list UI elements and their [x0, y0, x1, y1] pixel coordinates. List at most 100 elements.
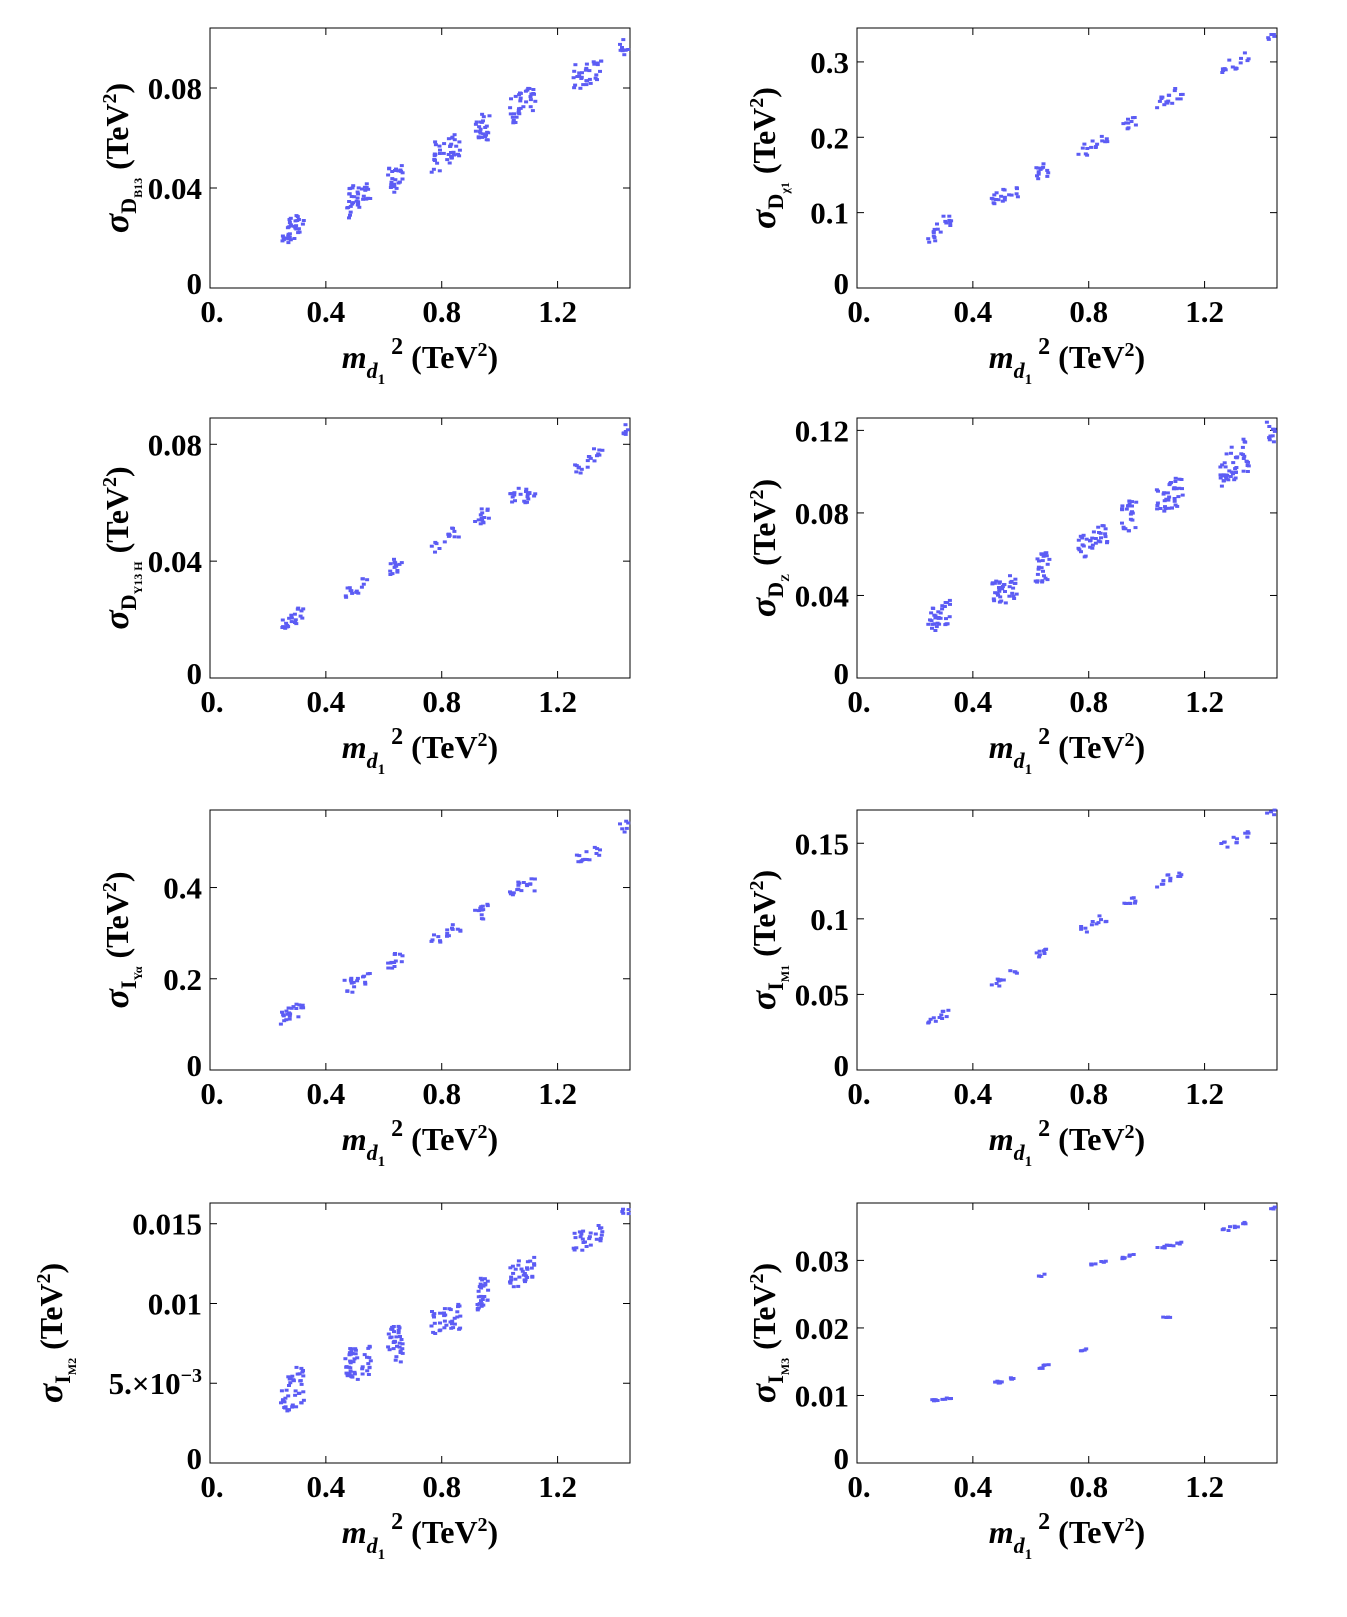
data-point — [1269, 810, 1273, 814]
data-point — [588, 81, 593, 85]
data-point — [452, 1316, 457, 1320]
data-point — [584, 62, 589, 66]
data-point — [1078, 1349, 1083, 1353]
data-point — [351, 1360, 356, 1364]
data-point — [625, 428, 630, 432]
data-point — [1161, 882, 1166, 886]
data-point — [598, 69, 602, 73]
data-point — [301, 1390, 306, 1394]
data-point — [1044, 551, 1049, 555]
data-point — [280, 1010, 284, 1014]
data-point — [1225, 845, 1230, 849]
data-point — [456, 1302, 461, 1306]
data-point — [1100, 139, 1105, 143]
data-point — [573, 63, 578, 67]
data-point — [1101, 1260, 1106, 1264]
data-point — [937, 1016, 942, 1019]
data-point — [349, 1350, 354, 1354]
data-point — [1221, 1227, 1226, 1231]
data-point — [445, 928, 450, 932]
data-point — [926, 237, 931, 241]
data-point — [587, 69, 592, 73]
data-point — [580, 1237, 585, 1241]
data-point — [1235, 837, 1239, 841]
y-tick-label: 0 — [187, 1441, 203, 1476]
data-point — [438, 939, 442, 943]
data-point — [360, 187, 364, 191]
data-point — [1224, 452, 1229, 456]
data-point — [455, 927, 460, 931]
data-point — [355, 1377, 360, 1381]
data-point — [947, 214, 952, 218]
data-point — [580, 1248, 585, 1252]
data-point — [1099, 536, 1103, 540]
data-point — [286, 234, 291, 238]
data-point — [431, 1313, 436, 1317]
data-point — [348, 1369, 353, 1373]
data-point — [1012, 597, 1017, 600]
data-point — [290, 1403, 295, 1407]
data-point — [347, 586, 352, 590]
data-point — [392, 185, 397, 189]
plot-frame — [209, 417, 631, 679]
data-point — [293, 226, 298, 230]
panel-sigma-d-z: 0. 0.4 0.8 1.2 0 0.04 0.08 0.12 md1 2 (TeV2) σDZ … — [667, 400, 1347, 804]
data-point — [600, 1230, 605, 1234]
y-tick-label: 0 — [834, 1441, 850, 1476]
y-axis-label: σIM1 (TeV2) — [743, 870, 792, 1010]
data-point — [481, 119, 485, 123]
data-point — [1172, 89, 1177, 93]
data-point — [1128, 512, 1133, 516]
data-point — [353, 1347, 358, 1351]
data-point — [1220, 71, 1225, 74]
data-point — [349, 1374, 354, 1378]
data-point — [291, 1005, 296, 1009]
plot-frame — [856, 1202, 1278, 1464]
data-point — [588, 1243, 593, 1247]
data-point — [368, 197, 373, 200]
data-point — [626, 1208, 631, 1212]
data-point — [579, 1232, 584, 1236]
data-point — [508, 892, 513, 896]
data-point — [393, 169, 397, 172]
data-point — [289, 616, 294, 620]
data-point — [390, 170, 395, 173]
data-point — [1041, 162, 1046, 166]
data-point — [367, 1365, 372, 1369]
data-point — [1130, 500, 1134, 504]
data-point — [478, 522, 483, 526]
data-point — [392, 557, 396, 561]
data-point — [1235, 1225, 1240, 1229]
data-point — [528, 1259, 533, 1263]
data-point — [620, 46, 624, 49]
data-point — [510, 500, 515, 504]
data-point — [1046, 1363, 1051, 1367]
data-point — [485, 904, 490, 908]
data-point — [1272, 813, 1277, 817]
data-point — [448, 144, 453, 148]
data-point — [587, 1237, 592, 1241]
y-tick-label: 0.04 — [795, 578, 849, 613]
data-point — [1241, 469, 1246, 473]
data-point — [353, 1352, 358, 1356]
data-point — [530, 1275, 535, 1279]
data-point — [450, 1322, 454, 1326]
data-point — [1245, 835, 1250, 839]
data-point — [481, 115, 486, 119]
data-point — [485, 508, 490, 512]
data-point — [363, 188, 368, 192]
data-point — [360, 577, 365, 581]
data-point — [1177, 486, 1182, 490]
data-point — [528, 98, 533, 102]
data-point — [450, 927, 455, 931]
data-point — [1171, 1244, 1176, 1248]
data-point — [429, 544, 434, 548]
data-point — [997, 588, 1002, 592]
data-point — [474, 120, 479, 124]
data-point — [592, 62, 597, 66]
data-point — [510, 495, 515, 499]
data-point — [1180, 92, 1185, 96]
data-point — [280, 234, 285, 238]
data-point — [396, 169, 401, 173]
data-point — [1271, 427, 1275, 431]
